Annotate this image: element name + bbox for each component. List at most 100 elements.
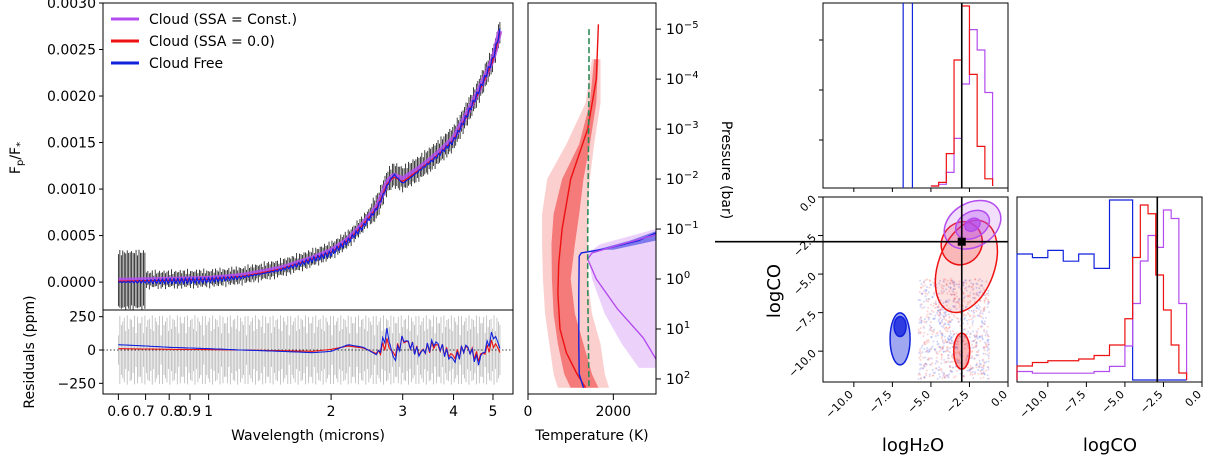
residuals-y-label: Residuals (ppm) [22,295,38,408]
joint-sample-point [937,342,940,345]
joint-sample-point [956,351,959,354]
joint-sample-point [924,284,927,287]
joint-sample-point [924,362,927,365]
joint-sample-point [967,355,970,358]
joint-sample-point [946,330,949,333]
joint-sample-point [946,375,949,378]
joint-sample-point [975,309,978,312]
joint-sample-point [923,331,926,334]
joint-sample-point [977,327,980,330]
joint-sample-point [951,346,954,349]
joint-sample-point [947,354,950,357]
joint-sample-point [926,310,929,313]
joint-sample-point [983,373,986,376]
joint-sample-point [936,306,939,309]
joint-sample-point [978,291,981,294]
joint-sample-point [958,353,961,356]
joint-sample-point [920,292,923,295]
joint-sample-point [949,286,952,289]
joint-sample-point [945,283,948,286]
joint-sample-point [937,320,940,323]
joint-sample-point [970,367,973,370]
joint-y-tick-label: −5.0 [791,270,819,298]
joint-sample-point [963,297,966,300]
joint-sample-point [933,328,936,331]
joint-sample-point [963,336,966,339]
joint-sample-point [938,314,941,317]
joint-sample-point [929,327,932,330]
joint-sample-point [975,363,978,366]
joint-sample-point [957,361,960,364]
co-histograms [1016,197,1188,382]
joint-sample-point [969,364,972,367]
joint-sample-point [953,297,956,300]
joint-sample-point [923,348,926,351]
joint-sample-point [949,319,952,322]
wavelength-x-tick-label: 0.6 [107,404,129,420]
joint-sample-point [972,377,975,380]
joint-sample-point [975,336,978,339]
joint-sample-point [937,369,940,372]
joint-sample-point [942,279,945,282]
joint-sample-point [969,299,972,302]
joint-sample-point [967,330,970,333]
joint-sample-point [980,315,983,318]
joint-sample-point [936,313,939,316]
joint-sample-point [975,341,978,344]
joint-sample-point [944,322,947,325]
joint-sample-point [949,321,952,324]
joint-sample-point [958,297,961,300]
joint-sample-point [973,334,976,337]
joint-sample-point [965,319,968,322]
joint-sample-point [963,300,966,303]
joint-sample-point [981,366,984,369]
joint-sample-point [947,338,950,341]
joint-y-tick-label: −2.5 [791,231,819,259]
joint-sample-point [983,323,986,326]
joint-sample-point [969,366,972,369]
joint-sample-point [936,361,939,364]
joint-sample-point [952,293,955,296]
legend-label-ssa-const: Cloud (SSA = Const.) [149,12,297,28]
joint-sample-point [948,365,951,368]
joint-sample-point [947,321,950,324]
spectrum-y-tick-label: 0.0025 [47,43,96,59]
joint-sample-point [955,291,958,294]
tp-band-cloud-free [596,231,656,250]
joint-sample-point [962,328,965,331]
joint-sample-point [937,309,940,312]
joint-sample-point [975,345,978,348]
joint-sample-point [941,334,944,337]
joint-sample-point [943,376,946,379]
joint-sample-point [924,343,927,346]
joint-sample-point [986,366,989,369]
joint-sample-point [973,357,976,360]
joint-sample-point [950,360,953,363]
joint-sample-point [949,308,952,311]
joint-sample-point [942,373,945,376]
joint-sample-point [982,345,985,348]
joint-sample-point [987,366,990,369]
joint-sample-point [981,337,984,340]
joint-sample-point [944,311,947,314]
joint-sample-point [940,308,943,311]
joint-sample-point [944,314,947,317]
joint-sample-point [964,279,967,282]
co-x-tick-label: −7.5 [1060,388,1088,416]
joint-sample-point [949,280,952,283]
joint-sample-point [939,316,942,319]
joint-sample-point [932,291,935,294]
joint-sample-point [927,357,930,360]
joint-sample-point [933,317,936,320]
joint-sample-point [919,317,922,320]
joint-sample-point [929,313,932,316]
joint-sample-point [952,284,955,287]
joint-sample-point [942,326,945,329]
joint-sample-point [954,301,957,304]
joint-sample-point [970,286,973,289]
joint-sample-point [941,339,944,342]
joint-sample-point [922,335,925,338]
joint-sample-point [957,337,960,340]
joint-sample-point [919,286,922,289]
joint-sample-point [923,290,926,293]
